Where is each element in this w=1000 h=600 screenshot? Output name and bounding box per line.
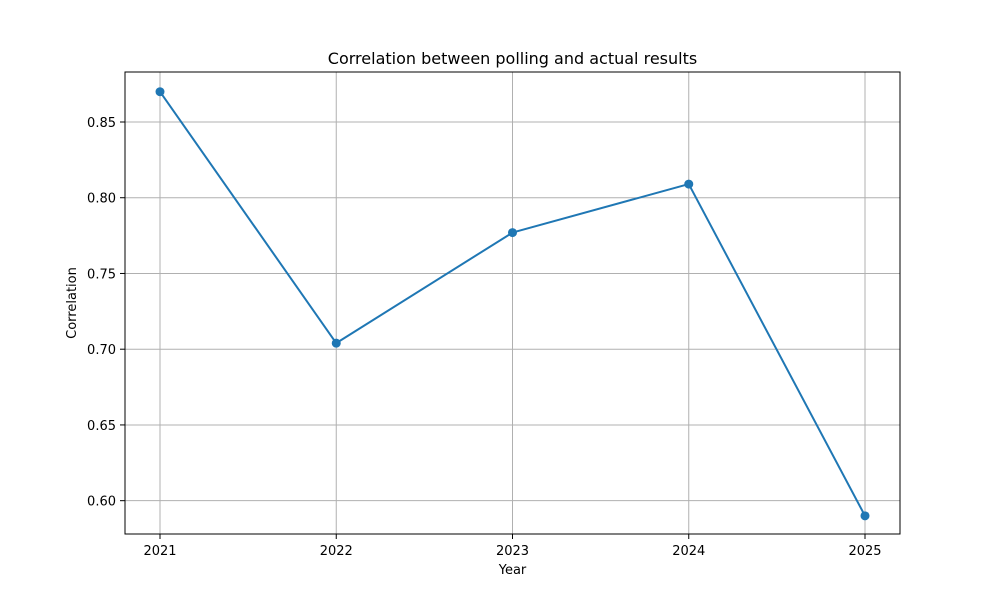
x-axis-title: Year xyxy=(498,563,527,578)
series xyxy=(155,87,870,521)
y-axis-ticks: 0.60 0.65 0.70 0.75 0.80 0.85 xyxy=(87,116,125,510)
y-tick-label: 0.60 xyxy=(87,495,116,510)
y-tick-label: 0.70 xyxy=(87,343,116,358)
y-tick-label: 0.80 xyxy=(87,192,116,207)
chart-title: Correlation between polling and actual r… xyxy=(328,49,697,68)
grid xyxy=(125,72,900,534)
y-tick-label: 0.85 xyxy=(87,116,116,131)
x-tick-label: 2023 xyxy=(496,544,529,559)
x-tick-label: 2022 xyxy=(320,544,353,559)
x-tick-label: 2024 xyxy=(672,544,705,559)
x-tick-label: 2021 xyxy=(143,544,176,559)
data-point xyxy=(331,338,341,348)
y-tick-label: 0.65 xyxy=(87,419,116,434)
data-point xyxy=(684,179,694,189)
data-point xyxy=(860,511,870,521)
data-point xyxy=(155,87,165,97)
x-tick-label: 2025 xyxy=(848,544,881,559)
data-point xyxy=(508,228,517,238)
y-axis-title: Correlation xyxy=(65,267,80,339)
y-tick-label: 0.75 xyxy=(87,267,116,282)
x-axis-ticks: 2021 2022 2023 2024 2025 xyxy=(143,534,882,559)
